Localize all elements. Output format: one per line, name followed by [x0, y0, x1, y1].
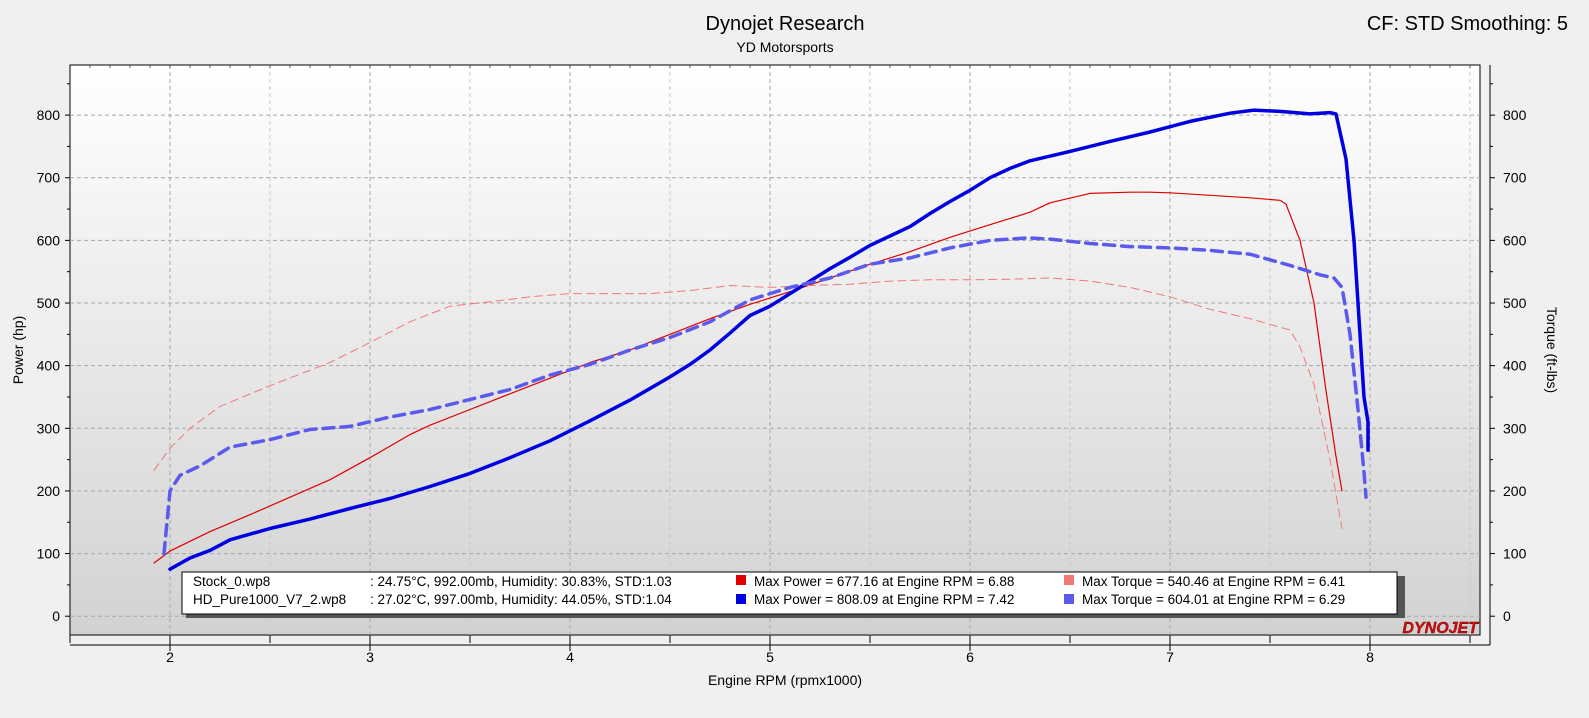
- legend-swatch-power-1: [736, 575, 746, 585]
- legend-power-2: Max Power = 808.09 at Engine RPM = 7.42: [754, 592, 1014, 607]
- y-tick-label-left: 700: [37, 170, 61, 186]
- legend: Stock_0.wp8 : 24.75°C, 992.00mb, Humidit…: [181, 571, 1405, 618]
- cf-smoothing-label: CF: STD Smoothing: 5: [1367, 13, 1568, 35]
- x-tick-label: 5: [766, 649, 774, 665]
- legend-box: [181, 571, 1398, 615]
- legend-conditions-1: : 24.75°C, 992.00mb, Humidity: 30.83%, S…: [370, 574, 672, 589]
- y-tick-label-left: 500: [37, 295, 61, 311]
- series-layer: [153, 108, 1370, 571]
- x-tick-label: 3: [366, 649, 374, 665]
- legend-torque-1: Max Torque = 540.46 at Engine RPM = 6.41: [1082, 574, 1345, 589]
- x-axis-title: Engine RPM (rpmx1000): [708, 672, 862, 688]
- series-line-power-hd-pure1000: [168, 108, 1370, 571]
- y-axis-title-left: Power (hp): [10, 316, 26, 384]
- dynojet-logo: DYNOJET: [1402, 620, 1479, 637]
- y-tick-label-left: 200: [37, 483, 61, 499]
- y-tick-label-right: 200: [1503, 483, 1527, 499]
- y-tick-label-right: 100: [1503, 546, 1527, 562]
- y-tick-label-right: 600: [1503, 232, 1527, 248]
- legend-swatch-power-2: [736, 594, 746, 604]
- legend-torque-2: Max Torque = 604.01 at Engine RPM = 6.29: [1082, 592, 1345, 607]
- y-tick-label-left: 300: [37, 420, 61, 436]
- legend-power-1: Max Power = 677.16 at Engine RPM = 6.88: [754, 574, 1014, 589]
- series-line-torque-hd-pure1000: [162, 236, 1368, 556]
- y-tick-label-left: 0: [52, 608, 60, 624]
- y-tick-label-left: 800: [37, 107, 61, 123]
- y-tick-label-left: 600: [37, 232, 61, 248]
- y-tick-label-left: 100: [37, 546, 61, 562]
- legend-file-2: HD_Pure1000_V7_2.wp8: [193, 592, 346, 607]
- y-axis-title-right: Torque (ft-lbs): [1544, 307, 1560, 393]
- legend-swatch-torque-2: [1064, 594, 1074, 604]
- y-tick-label-right: 800: [1503, 107, 1527, 123]
- x-tick-label: 6: [966, 649, 974, 665]
- chart-title: Dynojet Research: [706, 13, 865, 35]
- legend-file-1: Stock_0.wp8: [193, 574, 270, 589]
- axis-layer: 0 0 100 100 200 200 300 300 400 400 500 500 600 600 70…: [37, 65, 1527, 665]
- x-tick-label: 7: [1166, 649, 1174, 665]
- chart-subtitle: YD Motorsports: [736, 39, 833, 55]
- y-tick-label-right: 300: [1503, 420, 1527, 436]
- y-tick-label-right: 500: [1503, 295, 1527, 311]
- legend-conditions-2: : 27.02°C, 997.00mb, Humidity: 44.05%, S…: [370, 592, 672, 607]
- legend-swatch-torque-1: [1064, 575, 1074, 585]
- plot-area: [69, 64, 1481, 636]
- y-tick-label-left: 400: [37, 358, 61, 374]
- y-tick-label-right: 0: [1503, 608, 1511, 624]
- x-tick-label: 2: [166, 649, 174, 665]
- x-tick-label: 4: [566, 649, 574, 665]
- y-tick-label-right: 400: [1503, 358, 1527, 374]
- y-tick-label-right: 700: [1503, 170, 1527, 186]
- x-tick-label: 8: [1366, 649, 1374, 665]
